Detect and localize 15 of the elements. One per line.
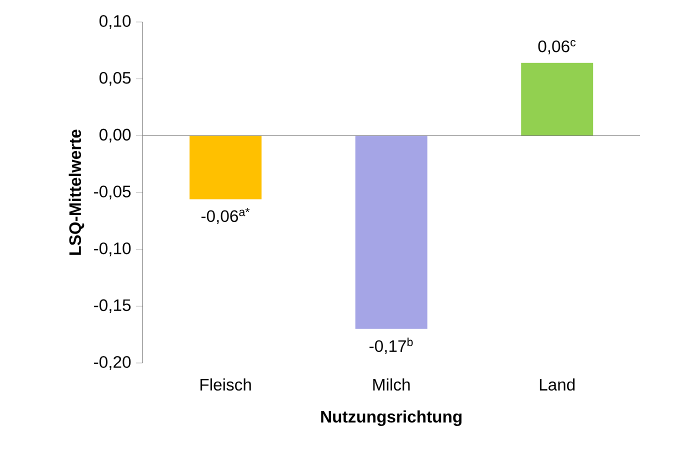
- data-label: -0,06$^{a*}$: [201, 208, 250, 224]
- y-tick-label: 0,10: [100, 15, 131, 29]
- y-tick-label: -0,20: [94, 356, 131, 370]
- y-tick-label: 0,00: [100, 128, 131, 143]
- data-label: -0,17$^{b}$: [369, 338, 413, 354]
- data-label: 0,06$^{c}$: [538, 40, 576, 54]
- y-tick-label: 0,05: [100, 72, 131, 86]
- y-tick-label: -0,05: [94, 186, 131, 200]
- y-tick-label: -0,15: [94, 299, 131, 314]
- x-tick-label: Fleisch: [200, 378, 251, 391]
- x-tick-label: Land: [540, 378, 575, 391]
- y-axis-title: LSQ-Mittelwerte: [68, 130, 84, 255]
- x-tick-label: Milch: [373, 378, 410, 391]
- x-axis-title: Nutzungsrichtung: [321, 410, 462, 426]
- y-tick-label: -0,10: [94, 242, 131, 256]
